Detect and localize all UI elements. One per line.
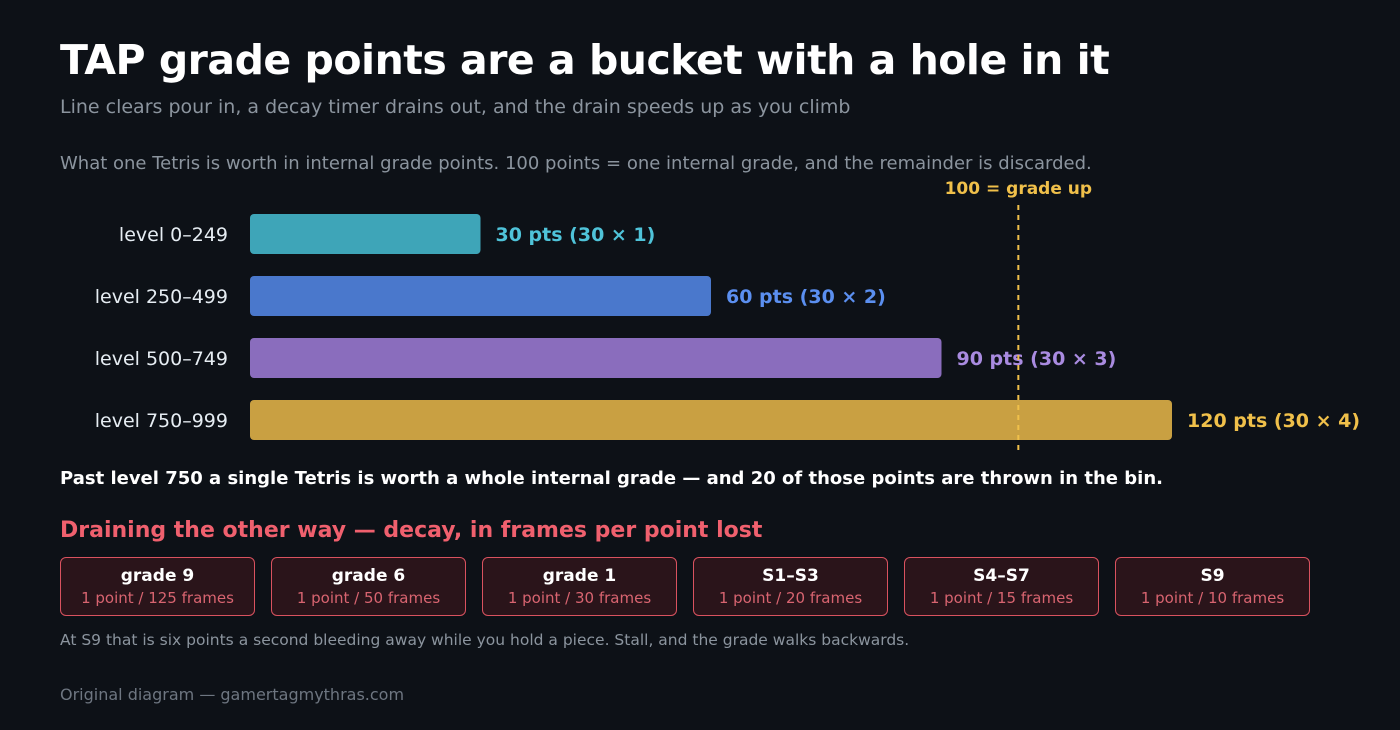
takeaway-text: Past level 750 a single Tetris is worth … [60,468,1163,489]
chart-title: TAP grade points are a bucket with a hol… [60,36,1110,84]
decay-note: At S9 that is six points a second bleedi… [60,631,910,649]
category-label: level 250–499 [95,286,228,308]
bar [250,276,711,316]
decay-card-rate: 1 point / 15 frames [929,589,1074,607]
decay-card-grade: S9 [1200,566,1225,586]
bar [250,214,481,254]
decay-card-rate: 1 point / 125 frames [81,589,234,607]
reference-label: 100 = grade up [945,179,1092,199]
decay-card: grade 9 1 point / 125 frames [60,557,255,616]
chart-subtitle: Line clears pour in, a decay timer drain… [60,96,851,118]
data-label: 120 pts (30 × 4) [1187,410,1360,432]
chart-intro: What one Tetris is worth in internal gra… [60,153,1092,174]
decay-card: S4–S7 1 point / 15 frames [904,557,1099,616]
decay-card: S9 1 point / 10 frames [1115,557,1310,616]
source-credit: Original diagram — gamertagmythras.com [60,685,405,704]
data-label: 90 pts (30 × 3) [957,348,1117,370]
decay-heading: Draining the other way — decay, in frame… [60,518,763,543]
category-label: level 0–249 [119,224,228,246]
decay-card-rate: 1 point / 50 frames [296,589,441,607]
bar-chart: level 0–249 30 pts (30 × 1) level 250–499 6… [95,179,1360,452]
decay-card-grade: grade 9 [120,566,195,586]
decay-card-grade: S4–S7 [973,566,1030,586]
decay-card-grade: grade 6 [331,566,406,586]
decay-card-rate: 1 point / 20 frames [718,589,863,607]
decay-card-grade: S1–S3 [762,566,819,586]
bar [250,338,942,378]
decay-card: S1–S3 1 point / 20 frames [693,557,888,616]
decay-card: grade 1 1 point / 30 frames [482,557,677,616]
category-label: level 500–749 [95,348,228,370]
bar [250,400,1172,440]
data-label: 30 pts (30 × 1) [496,224,656,246]
decay-card-grade: grade 1 [542,566,617,586]
decay-cards: grade 9 1 point / 125 frames grade 6 1 poin… [60,557,1310,616]
decay-card: grade 6 1 point / 50 frames [271,557,466,616]
decay-card-rate: 1 point / 30 frames [507,589,652,607]
data-label: 60 pts (30 × 2) [726,286,886,308]
category-label: level 750–999 [95,410,228,432]
decay-card-rate: 1 point / 10 frames [1140,589,1285,607]
